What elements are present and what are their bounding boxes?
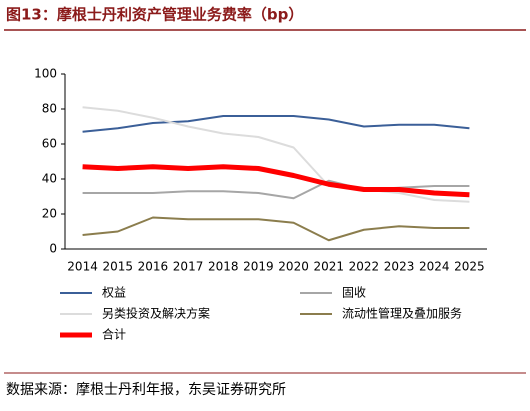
x-tick-label: 2015 bbox=[102, 260, 133, 274]
x-tick-label: 2016 bbox=[138, 260, 169, 274]
series-line bbox=[82, 115, 470, 133]
x-tick-label: 2025 bbox=[454, 260, 485, 274]
legend-label: 固收 bbox=[342, 286, 366, 300]
legend-label: 权益 bbox=[102, 286, 126, 300]
y-tick-label: 100 bbox=[34, 67, 57, 81]
x-tick-label: 2023 bbox=[384, 260, 415, 274]
series-line bbox=[82, 216, 470, 242]
chart-title: 图13：摩根士丹利资产管理业务费率（bp） bbox=[6, 6, 303, 24]
legend-label: 合计 bbox=[102, 327, 126, 342]
y-tick-label: 60 bbox=[42, 137, 57, 151]
series-line bbox=[82, 179, 470, 200]
y-tick-label: 40 bbox=[42, 172, 57, 186]
series-line bbox=[82, 164, 470, 198]
x-tick-label: 2017 bbox=[173, 260, 204, 274]
x-tick-label: 2014 bbox=[67, 260, 98, 274]
x-tick-label: 2020 bbox=[278, 260, 309, 274]
legend-label: 流动性管理及叠加服务 bbox=[342, 306, 462, 321]
x-tick-label: 2022 bbox=[349, 260, 380, 274]
y-tick-label: 20 bbox=[42, 207, 57, 221]
x-tick-label: 2018 bbox=[208, 260, 239, 274]
x-tick-label: 2021 bbox=[313, 260, 344, 274]
series-line bbox=[82, 106, 470, 203]
x-tick-label: 2019 bbox=[243, 260, 274, 274]
x-tick-label: 2024 bbox=[419, 260, 450, 274]
legend-label: 另类投资及解决方案 bbox=[102, 306, 210, 321]
y-tick-label: 80 bbox=[42, 102, 57, 116]
y-tick-label: 0 bbox=[49, 242, 57, 256]
source: 数据来源：摩根士丹利年报，东吴证券研究所 bbox=[6, 381, 286, 398]
